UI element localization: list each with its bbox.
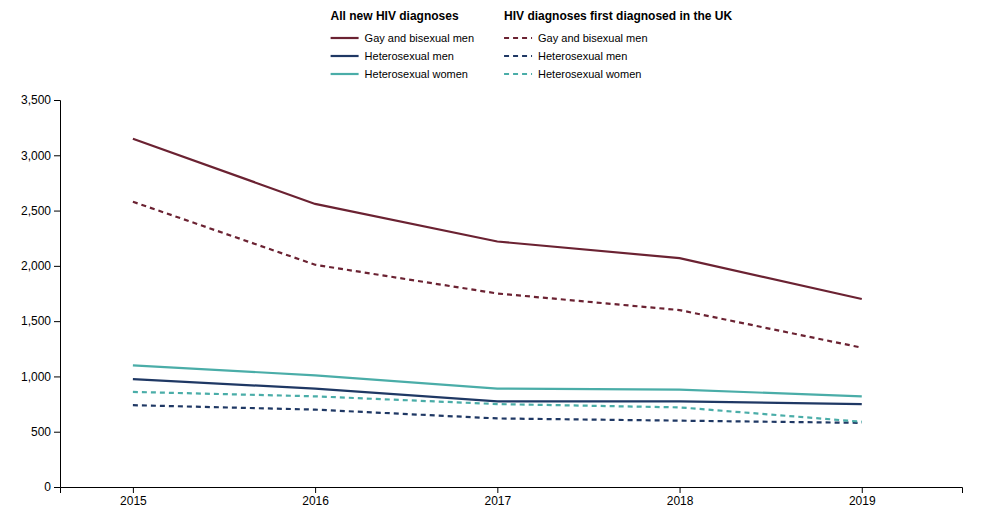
x-tick-label: 2019 — [849, 494, 876, 508]
y-tick-label: 2,000 — [21, 259, 51, 273]
legend-item: Gay and bisexual men — [331, 32, 474, 44]
series-line — [133, 405, 862, 423]
y-axis-line — [54, 101, 61, 488]
x-tick-mark — [497, 487, 498, 493]
legend-swatch — [331, 55, 359, 57]
legend-label: Gay and bisexual men — [365, 32, 474, 44]
legend-item: Heterosexual men — [504, 50, 627, 62]
y-tick: 2,000 — [21, 259, 60, 273]
legend-swatch — [504, 73, 532, 75]
y-tick-mark — [54, 321, 60, 322]
legend-label: Heterosexual women — [365, 68, 468, 80]
legend-header: HIV diagnoses first diagnosed in the UK — [504, 9, 732, 23]
x-tick: 2019 — [849, 487, 876, 508]
x-tick-label: 2016 — [302, 494, 329, 508]
y-tick: 2,500 — [21, 204, 60, 218]
x-tick: 2015 — [120, 487, 147, 508]
y-tick-mark — [54, 266, 60, 267]
y-tick: 0 — [44, 480, 60, 494]
series-line — [133, 139, 862, 299]
legend-header: All new HIV diagnoses — [331, 9, 459, 23]
y-tick: 3,000 — [21, 149, 60, 163]
lines — [133, 139, 862, 423]
y-axis: 0 500 1,000 1,500 2,000 2,500 3,000 3,500 — [21, 93, 61, 494]
y-tick-label: 0 — [44, 480, 51, 494]
legend-label: Heterosexual men — [538, 50, 627, 62]
y-tick: 1,500 — [21, 314, 60, 328]
series-line — [133, 202, 862, 348]
y-tick-label: 1,000 — [21, 370, 51, 384]
y-tick-mark — [54, 487, 60, 488]
series-line — [133, 365, 862, 396]
x-tick: 2018 — [667, 487, 694, 508]
legend: All new HIV diagnoses Gay and bisexual me… — [331, 9, 733, 80]
legend-swatch — [504, 55, 532, 57]
x-tick-mark — [133, 487, 134, 493]
x-tick-label: 2018 — [667, 494, 694, 508]
x-tick-label: 2017 — [484, 494, 511, 508]
y-tick-label: 1,500 — [21, 314, 51, 328]
chart: 2015 2016 2017 2018 2019 0 500 1,000 1,500 2,000 2… — [0, 0, 992, 527]
y-tick: 500 — [31, 425, 60, 439]
y-tick-label: 500 — [31, 425, 51, 439]
legend-swatch — [504, 37, 532, 39]
legend-column: HIV diagnoses first diagnosed in the UK G… — [504, 9, 732, 80]
plot: 2015 2016 2017 2018 2019 0 500 1,000 1,500 2,000 2… — [21, 93, 963, 507]
x-tick: 2016 — [302, 487, 329, 508]
y-tick: 3,500 — [21, 93, 60, 107]
legend-item: Gay and bisexual men — [504, 32, 647, 44]
y-tick-mark — [54, 211, 60, 212]
x-axis: 2015 2016 2017 2018 2019 — [61, 487, 963, 508]
legend-label: Heterosexual men — [365, 50, 454, 62]
x-tick-mark — [862, 487, 863, 493]
legend-item: Heterosexual women — [331, 68, 468, 80]
y-tick-mark — [54, 100, 60, 101]
x-tick: 2017 — [484, 487, 511, 508]
legend-label: Heterosexual women — [538, 68, 641, 80]
y-tick-mark — [54, 155, 60, 156]
y-tick-label: 2,500 — [21, 204, 51, 218]
y-tick-label: 3,500 — [21, 93, 51, 107]
legend-label: Gay and bisexual men — [538, 32, 647, 44]
series-line — [133, 392, 862, 422]
y-tick-label: 3,000 — [21, 149, 51, 163]
x-tick-mark — [315, 487, 316, 493]
x-tick-label: 2015 — [120, 494, 147, 508]
y-tick-mark — [54, 432, 60, 433]
x-tick-mark — [680, 487, 681, 493]
legend-item: Heterosexual women — [504, 68, 641, 80]
legend-swatch — [331, 73, 359, 75]
x-axis-line — [61, 488, 963, 494]
legend-item: Heterosexual men — [331, 50, 454, 62]
legend-column: All new HIV diagnoses Gay and bisexual me… — [331, 9, 474, 80]
y-tick: 1,000 — [21, 370, 60, 384]
legend-swatch — [331, 37, 359, 39]
y-tick-mark — [54, 376, 60, 377]
